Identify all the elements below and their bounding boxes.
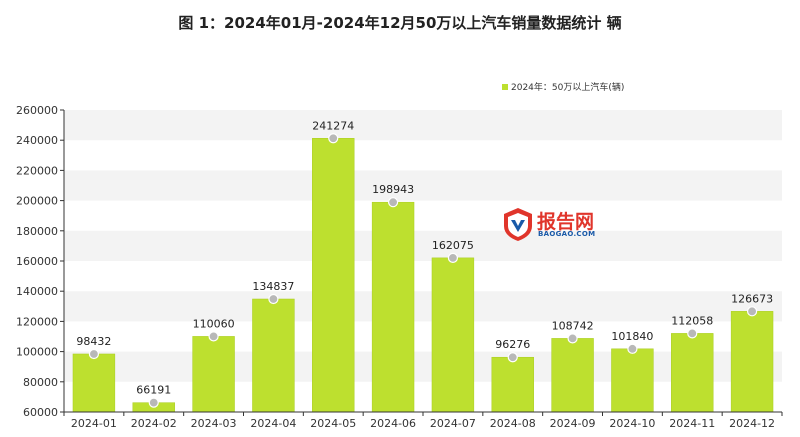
point-marker bbox=[268, 293, 279, 305]
data-label: 162075 bbox=[432, 239, 474, 252]
bar-series bbox=[72, 138, 774, 413]
data-label: 66191 bbox=[136, 384, 171, 397]
chart-title: 图 1：2024年01月-2024年12月50万以上汽车销量数据统计 辆 bbox=[178, 14, 622, 32]
point-marker bbox=[567, 333, 578, 344]
data-label: 98432 bbox=[76, 335, 111, 348]
point-marker bbox=[746, 306, 758, 317]
y-tick-label: 140000 bbox=[16, 285, 58, 298]
bar bbox=[192, 336, 235, 413]
legend-swatch bbox=[502, 83, 508, 90]
point-marker bbox=[328, 133, 339, 144]
x-axis-ticks: 2024-01 2024-02 2024-03 2024-04 2024-05 2024-… bbox=[63, 412, 783, 430]
bar bbox=[431, 257, 475, 413]
bar bbox=[491, 356, 534, 413]
bar bbox=[371, 201, 415, 413]
watermark-text: 报告网 bbox=[537, 211, 595, 233]
data-label: 108742 bbox=[552, 319, 594, 332]
point-marker bbox=[627, 343, 638, 354]
point-marker bbox=[447, 252, 459, 263]
point-marker bbox=[148, 397, 159, 408]
data-label: 110060 bbox=[193, 317, 235, 330]
bar bbox=[252, 298, 295, 413]
point-marker bbox=[88, 348, 100, 360]
point-marker bbox=[208, 331, 219, 342]
grid-band bbox=[64, 110, 782, 141]
y-tick-label: 80000 bbox=[23, 376, 58, 389]
point-markers bbox=[88, 133, 758, 408]
data-label: 126673 bbox=[731, 292, 773, 305]
x-tick-label: 2024-12 bbox=[729, 417, 775, 430]
bar bbox=[551, 338, 594, 413]
x-tick-label: 2024-10 bbox=[609, 417, 655, 430]
data-label: 96276 bbox=[495, 338, 530, 351]
legend: 2024年：50万以上汽车(辆) bbox=[502, 80, 624, 93]
y-tick-label: 260000 bbox=[16, 104, 58, 117]
x-tick-label: 2024-04 bbox=[250, 417, 296, 430]
x-tick-label: 2024-02 bbox=[131, 417, 177, 430]
y-tick-label: 60000 bbox=[23, 406, 58, 419]
data-label: 134837 bbox=[252, 280, 294, 293]
y-tick-label: 180000 bbox=[16, 225, 58, 238]
grid-band bbox=[64, 291, 782, 322]
watermark-subtext: BAOGAO.COM bbox=[538, 230, 596, 238]
bar bbox=[72, 353, 116, 413]
legend-label: 2024年：50万以上汽车(辆) bbox=[511, 83, 625, 93]
bar bbox=[730, 311, 774, 413]
grid-band bbox=[64, 170, 782, 201]
point-marker bbox=[387, 197, 399, 208]
grid-bands bbox=[64, 110, 782, 382]
data-label: 198943 bbox=[372, 183, 414, 196]
grid-band bbox=[64, 230, 782, 261]
y-tick-label: 160000 bbox=[16, 255, 58, 268]
watermark-logo: 报告网 BAOGAO.COM bbox=[501, 206, 611, 242]
y-tick-label: 220000 bbox=[16, 164, 58, 177]
y-tick-label: 200000 bbox=[16, 195, 58, 208]
x-tick-label: 2024-07 bbox=[430, 417, 476, 430]
grid-band bbox=[64, 351, 782, 382]
point-marker bbox=[687, 328, 698, 339]
x-tick-label: 2024-08 bbox=[490, 417, 536, 430]
y-axis-ticks: 60000 80000 100000 120000 140000 160000 180000… bbox=[16, 104, 64, 419]
bar bbox=[671, 333, 714, 413]
logo-icon bbox=[504, 208, 532, 241]
data-label: 112058 bbox=[671, 314, 713, 327]
data-label: 101840 bbox=[611, 330, 653, 343]
data-labels: 98432 66191 110060 134837 241274 198943 162075… bbox=[76, 119, 773, 396]
y-tick-label: 240000 bbox=[16, 134, 58, 147]
x-tick-label: 2024-11 bbox=[669, 417, 715, 430]
bar bbox=[611, 348, 654, 413]
x-tick-label: 2024-06 bbox=[370, 417, 416, 430]
point-marker bbox=[507, 352, 518, 363]
x-tick-label: 2024-01 bbox=[71, 417, 117, 430]
x-tick-label: 2024-09 bbox=[550, 417, 596, 430]
x-tick-label: 2024-05 bbox=[310, 417, 356, 430]
y-tick-label: 120000 bbox=[16, 315, 58, 328]
y-tick-label: 100000 bbox=[16, 346, 58, 359]
data-label: 241274 bbox=[312, 119, 354, 132]
x-tick-label: 2024-03 bbox=[191, 417, 237, 430]
bar bbox=[312, 138, 355, 413]
